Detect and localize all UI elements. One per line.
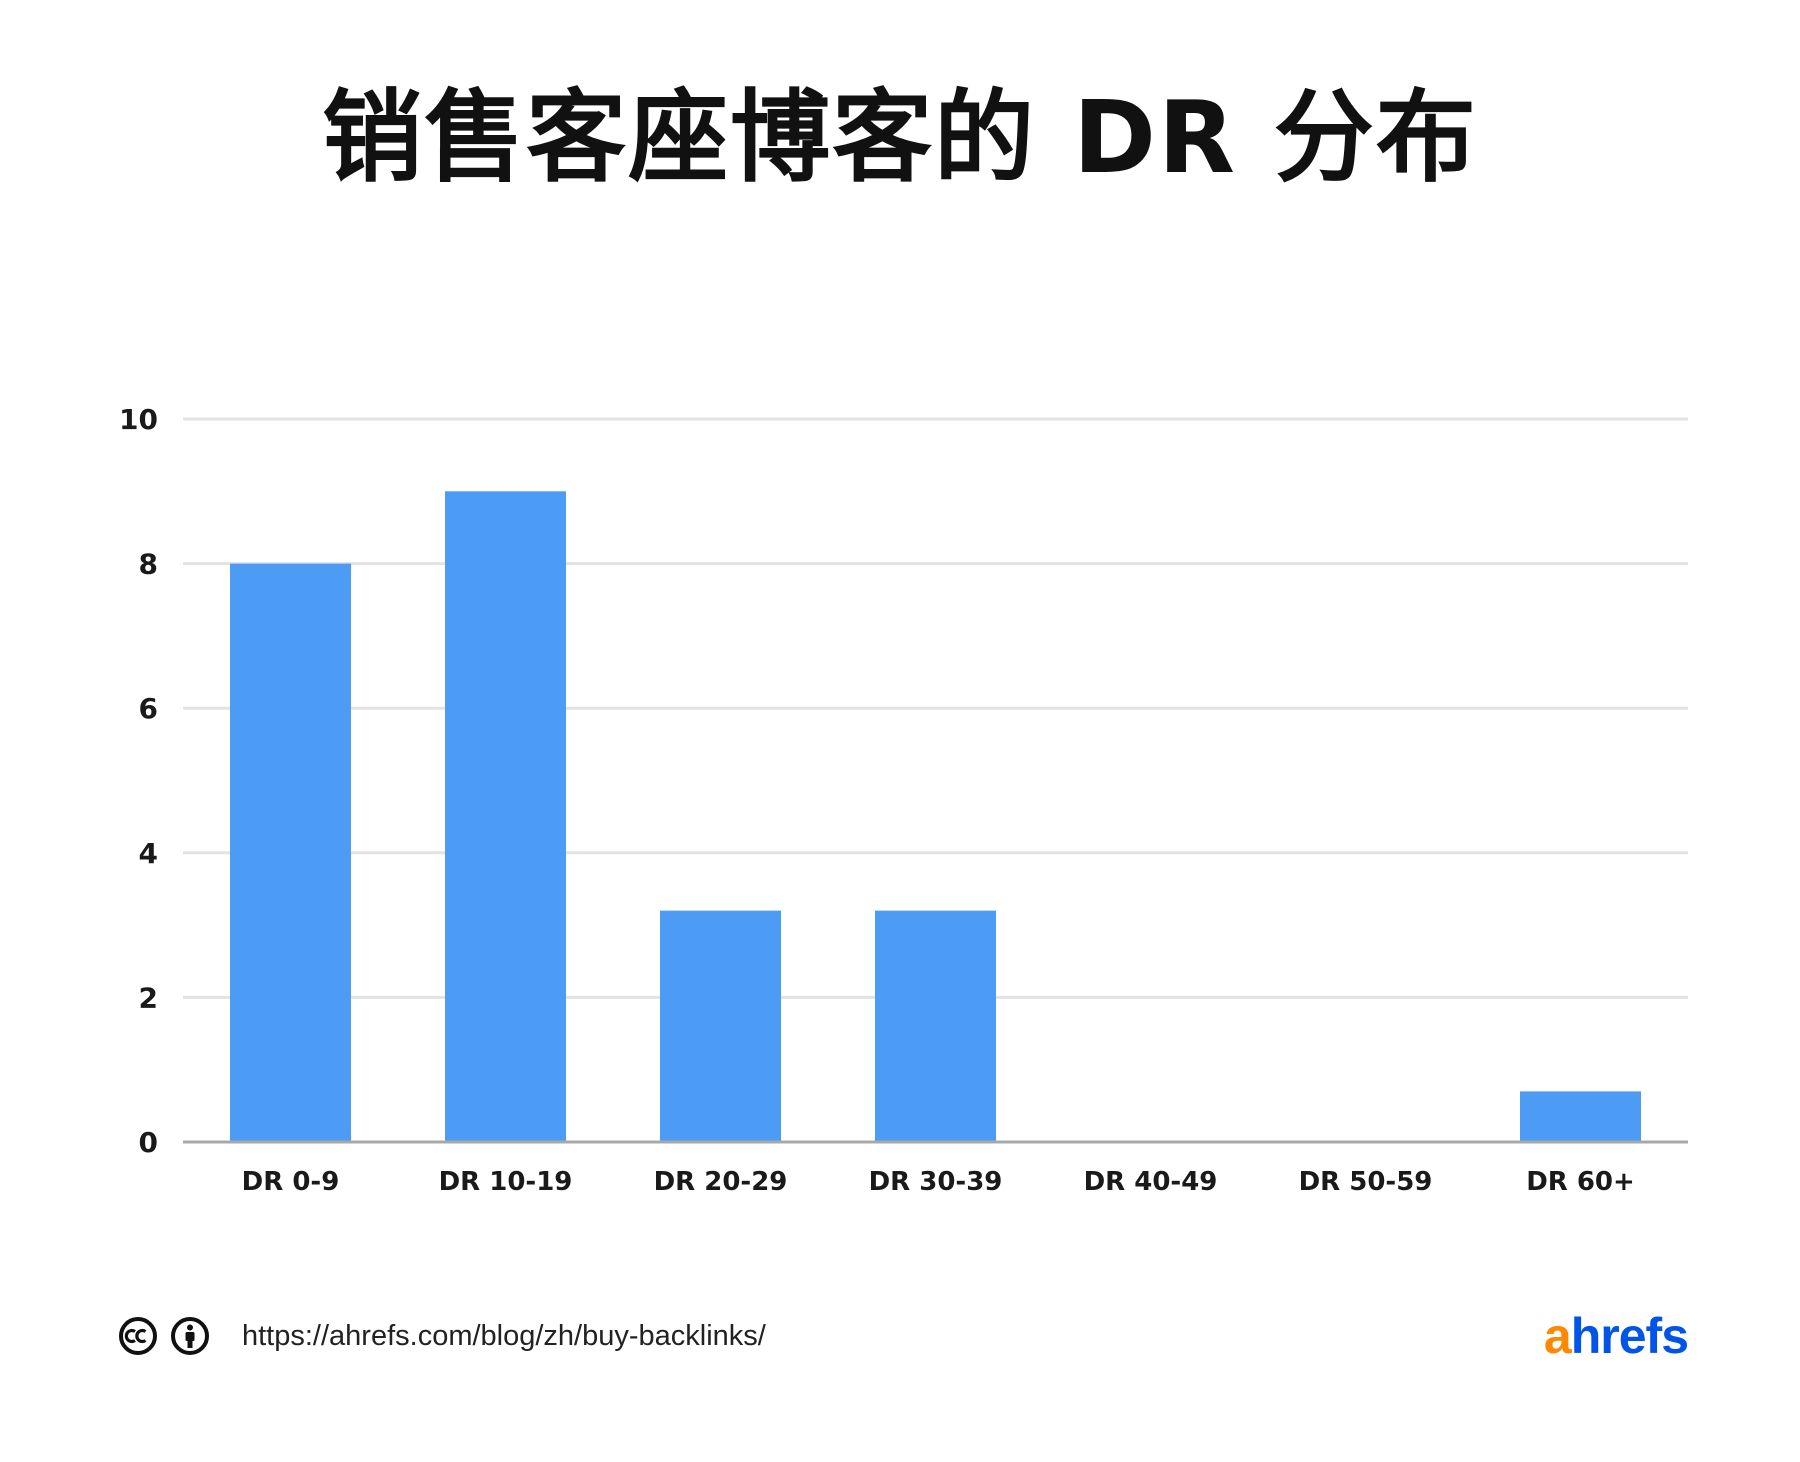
footer: https://ahrefs.com/blog/zh/buy-backlinks…	[118, 1306, 1689, 1366]
x-tick-label: DR 10-19	[439, 1167, 573, 1197]
y-axis-ticks: 0 2 4 6 8 10	[119, 403, 158, 1159]
attribution-icon	[171, 1317, 209, 1355]
bars	[230, 491, 1641, 1142]
x-tick-label: DR 20-29	[654, 1167, 788, 1197]
logo-wordmark: hrefs	[1570, 1308, 1689, 1364]
bar	[875, 910, 996, 1142]
x-tick-label: DR 50-59	[1299, 1167, 1433, 1197]
y-tick-label: 0	[139, 1126, 158, 1159]
creative-commons-icon	[119, 1317, 157, 1355]
x-tick-label: DR 0-9	[242, 1167, 340, 1197]
y-tick-label: 4	[139, 837, 158, 870]
y-tick-label: 2	[139, 981, 158, 1014]
source-url[interactable]: https://ahrefs.com/blog/zh/buy-backlinks…	[242, 1320, 766, 1352]
x-tick-label: DR 40-49	[1084, 1167, 1218, 1197]
y-tick-label: 6	[139, 692, 158, 725]
ahrefs-logo: ahrefs	[1543, 1308, 1689, 1364]
bar	[1520, 1091, 1641, 1142]
bar	[230, 563, 351, 1142]
x-axis-ticks: DR 0-9 DR 10-19 DR 20-29 DR 30-39 DR 40-49 DR…	[242, 1167, 1635, 1197]
bar	[660, 910, 781, 1142]
x-tick-label: DR 60+	[1526, 1167, 1635, 1197]
x-tick-label: DR 30-39	[869, 1167, 1003, 1197]
bar	[445, 491, 566, 1142]
chart-title: 销售客座博客的 DR 分布	[322, 79, 1478, 196]
grid-lines	[183, 417, 1688, 999]
y-tick-label: 8	[139, 548, 158, 581]
y-tick-label: 10	[119, 403, 158, 436]
logo-letter-a: a	[1543, 1308, 1572, 1364]
